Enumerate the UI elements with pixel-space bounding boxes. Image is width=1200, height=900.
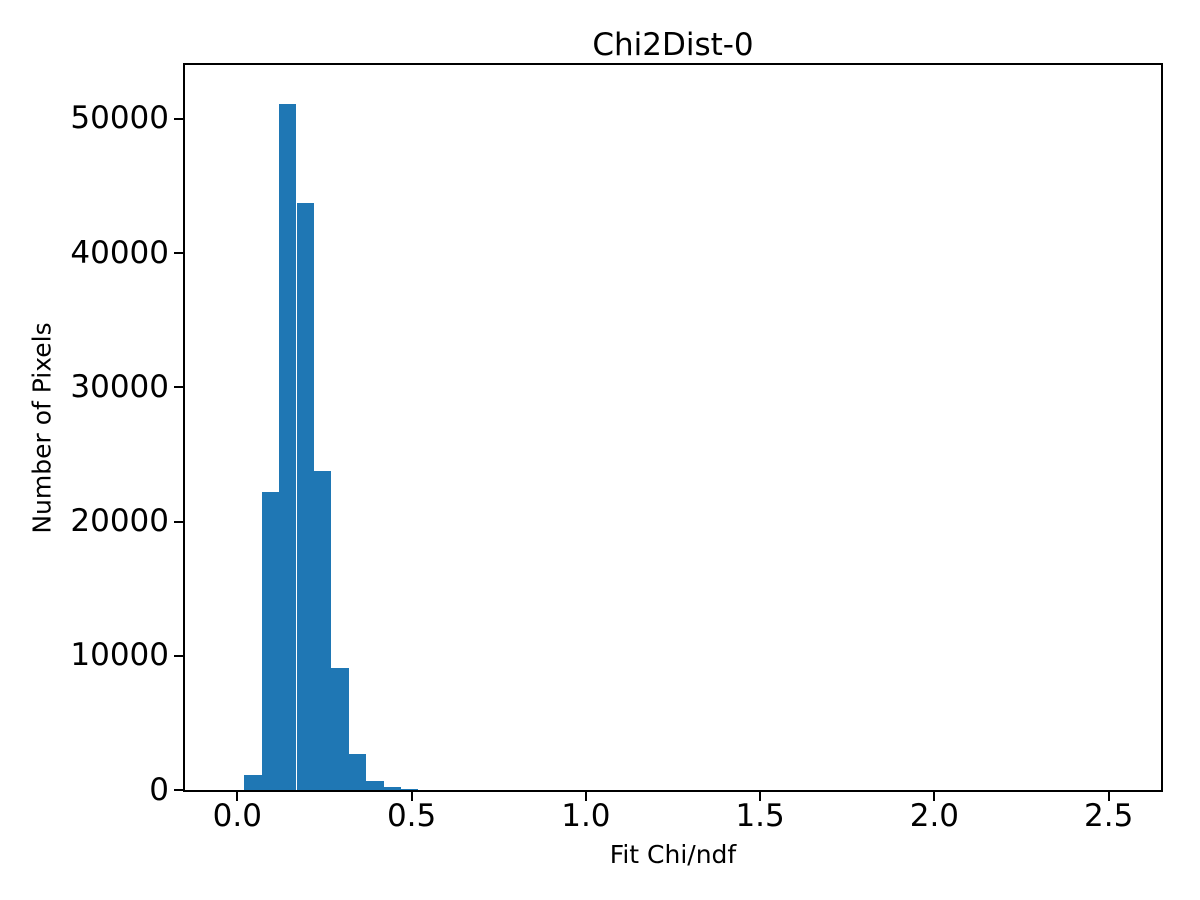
x-tick-label: 0.0	[212, 798, 262, 834]
x-tick-label: 2.0	[909, 798, 960, 834]
histogram-bar	[348, 753, 367, 790]
y-tick-label: 50000	[70, 100, 169, 137]
y-tick-mark	[174, 654, 183, 657]
x-tick-label: 1.0	[561, 798, 611, 834]
x-tick-mark	[933, 792, 936, 801]
x-tick-label: 0.5	[386, 798, 437, 834]
chart-title: Chi2Dist-0	[592, 27, 754, 63]
x-tick-label: 1.5	[735, 798, 785, 834]
y-tick-label: 40000	[70, 234, 169, 271]
plot-area	[183, 63, 1163, 792]
x-tick-label: 2.5	[1084, 798, 1134, 834]
histogram-bar	[401, 789, 419, 790]
y-axis-label: Number of Pixels	[27, 322, 57, 534]
y-tick-mark	[174, 789, 183, 791]
histogram-bar	[279, 103, 297, 790]
x-axis-label: Fit Chi/ndf	[609, 840, 737, 869]
histogram-bar	[314, 470, 332, 790]
histogram-bar	[366, 781, 384, 790]
y-tick-mark	[174, 386, 183, 389]
histogram-bar	[331, 667, 349, 790]
histogram-bar	[244, 775, 262, 790]
y-tick-mark	[174, 117, 183, 120]
histogram-bar	[296, 203, 314, 790]
x-tick-mark	[1107, 792, 1110, 801]
y-tick-label: 20000	[70, 503, 169, 539]
x-tick-mark	[236, 792, 239, 801]
histogram-bar	[383, 787, 402, 790]
y-tick-label: 30000	[70, 368, 169, 405]
y-tick-label: 0	[149, 771, 169, 808]
x-tick-mark	[410, 792, 413, 801]
y-tick-mark	[174, 252, 183, 254]
x-tick-mark	[759, 792, 762, 801]
histogram-bar	[261, 491, 280, 790]
histogram-bars	[185, 65, 1161, 790]
x-tick-mark	[584, 792, 587, 801]
y-tick-mark	[174, 520, 183, 523]
y-tick-label: 10000	[70, 637, 169, 674]
